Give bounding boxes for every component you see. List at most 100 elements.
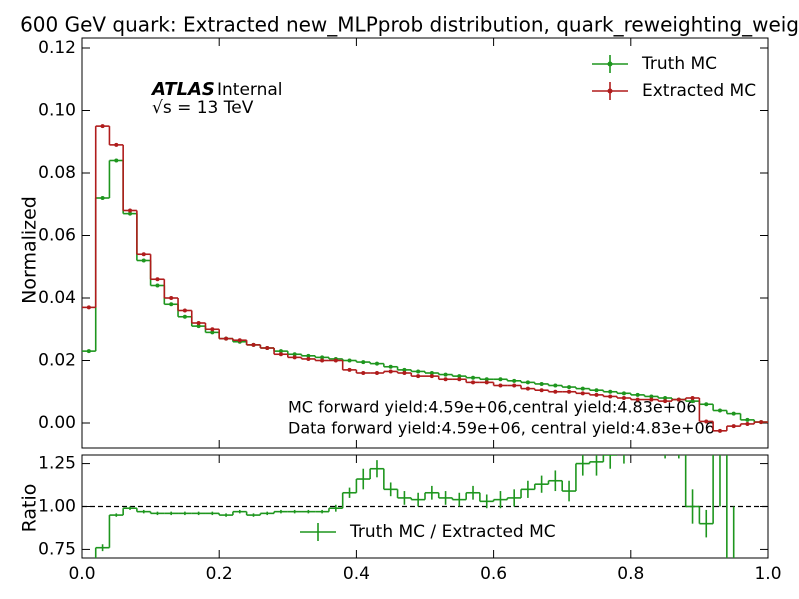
marker	[237, 338, 242, 343]
chart-title: 600 GeV quark: Extracted new_MLPprob dis…	[20, 13, 799, 37]
marker	[388, 364, 393, 369]
marker	[278, 349, 283, 354]
marker	[141, 258, 146, 263]
marker	[210, 330, 215, 335]
marker	[635, 392, 640, 397]
annotation: Data forward yield:4.59e+06, central yie…	[288, 419, 715, 438]
marker	[484, 377, 489, 382]
marker	[429, 371, 434, 375]
plot-frame	[81, 454, 769, 559]
y-axis-label: Normalized	[19, 196, 41, 304]
marker	[374, 361, 379, 366]
y-tick-label: 0.75	[38, 539, 76, 559]
marker	[621, 396, 626, 400]
marker	[128, 211, 133, 216]
marker	[745, 417, 750, 422]
marker	[580, 386, 585, 391]
marker	[306, 353, 311, 358]
marker	[580, 391, 585, 396]
marker	[402, 367, 407, 372]
marker	[196, 321, 201, 325]
marker	[621, 391, 626, 396]
marker	[690, 396, 695, 400]
marker	[182, 308, 187, 313]
legend-marker	[607, 61, 613, 67]
plot-area	[82, 124, 768, 433]
marker	[553, 389, 558, 394]
marker	[306, 356, 311, 361]
marker	[100, 196, 105, 200]
marker	[182, 314, 187, 319]
marker	[512, 378, 517, 383]
marker	[361, 371, 366, 375]
x-tick-label: 0.6	[480, 564, 507, 584]
marker	[731, 411, 736, 416]
marker	[210, 327, 215, 332]
marker	[663, 399, 668, 404]
marker	[278, 352, 283, 357]
legend-label: Truth MC	[641, 54, 717, 74]
marker	[498, 383, 503, 388]
marker	[649, 394, 654, 399]
marker	[155, 283, 160, 288]
marker	[704, 402, 709, 407]
marker	[416, 369, 421, 374]
marker	[731, 424, 736, 429]
marker	[347, 367, 352, 372]
marker	[292, 352, 297, 357]
legend-label: Extracted MC	[642, 81, 756, 101]
y-tick-label: 1.00	[38, 497, 76, 517]
marker	[292, 355, 297, 360]
marker	[457, 374, 462, 379]
y-tick-label: 0.02	[38, 351, 76, 371]
marker	[717, 408, 722, 413]
marker	[525, 380, 530, 385]
marker	[539, 381, 544, 386]
marker	[539, 388, 544, 393]
marker	[361, 360, 366, 365]
x-tick-label: 0.8	[617, 564, 644, 584]
marker	[429, 374, 434, 379]
y-tick-label: 0.00	[38, 413, 76, 433]
marker	[169, 302, 174, 307]
energy-label: √s = 13 TeV	[152, 98, 254, 118]
plot-frame	[81, 37, 769, 449]
marker	[416, 374, 421, 379]
y-axis-label: Ratio	[19, 484, 41, 533]
legend-label: Truth MC / Extracted MC	[349, 522, 556, 542]
x-tick-label: 0.0	[68, 564, 95, 584]
x-tick-label: 1.0	[754, 564, 781, 584]
marker	[388, 369, 393, 374]
marker	[169, 296, 174, 300]
marker	[635, 397, 640, 402]
marker	[745, 421, 750, 426]
marker	[100, 124, 105, 129]
y-tick-label: 0.08	[38, 163, 76, 183]
marker	[114, 142, 119, 147]
marker	[608, 394, 613, 399]
marker	[347, 358, 352, 363]
marker	[471, 380, 476, 385]
marker	[333, 358, 338, 363]
marker	[114, 158, 119, 163]
marker	[141, 252, 146, 257]
marker	[196, 324, 201, 329]
plot-area	[82, 455, 768, 558]
marker	[320, 355, 325, 360]
marker	[594, 392, 599, 397]
marker	[374, 371, 379, 375]
marker	[224, 336, 229, 341]
marker	[704, 419, 709, 424]
y-tick-label: 0.12	[38, 38, 76, 58]
marker	[443, 372, 448, 377]
marker	[649, 397, 654, 402]
marker	[251, 342, 256, 347]
marker	[525, 386, 530, 391]
marker	[402, 371, 407, 375]
marker	[567, 389, 572, 394]
marker	[663, 396, 668, 400]
marker	[320, 358, 325, 363]
marker	[512, 383, 517, 388]
y-tick-label: 0.06	[38, 226, 76, 246]
marker	[128, 208, 133, 213]
